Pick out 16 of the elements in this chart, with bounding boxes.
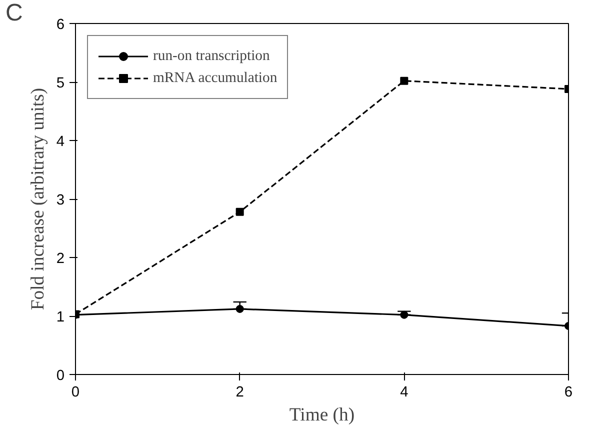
legend-label: run-on transcription [153, 48, 270, 64]
y-tick-label: 5 [56, 76, 65, 92]
y-tick-label: 6 [56, 17, 65, 33]
x-axis-title: Time (h) [289, 404, 355, 426]
x-tick-label: 4 [400, 384, 408, 400]
y-tick-label: 2 [56, 251, 65, 267]
legend-label: mRNA accumulation [153, 70, 278, 86]
y-tick-label: 3 [56, 192, 65, 208]
x-tick-label: 2 [236, 384, 244, 400]
y-tick-label: 0 [56, 368, 65, 384]
text: C [6, 0, 23, 26]
x-tick-label: 6 [564, 384, 573, 400]
y-tick-label: 1 [56, 310, 65, 326]
x-tick-label: 0 [71, 384, 80, 400]
y-tick-label: 4 [56, 134, 65, 150]
y-axis-title: Fold increase (arbitrary units) [27, 88, 48, 310]
